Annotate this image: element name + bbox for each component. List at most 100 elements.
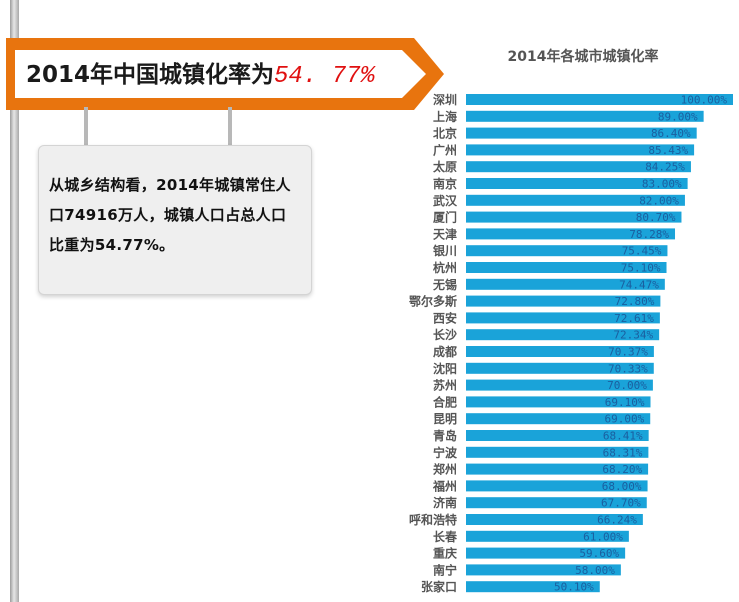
category-label: 南京 <box>433 176 457 191</box>
value-label: 61.00% <box>583 530 623 543</box>
value-label: 75.10% <box>621 262 661 275</box>
value-label: 68.20% <box>602 463 642 476</box>
bar-南宁 <box>466 564 621 576</box>
category-label: 深圳 <box>433 92 457 107</box>
signpost-pole <box>10 0 19 602</box>
bar-宁波 <box>466 446 649 458</box>
value-label: 68.41% <box>603 430 643 443</box>
category-label: 太原 <box>433 159 457 174</box>
bar-沈阳 <box>466 362 654 374</box>
category-label: 沈阳 <box>433 361 457 376</box>
bar-无锡 <box>466 278 665 290</box>
value-label: 50.10% <box>554 581 594 594</box>
description-card: 从城乡结构看，2014年城镇常住人口74916万人，城镇人口占总人口比重为54.… <box>38 145 312 295</box>
headline-label: 2014年中国城镇化率为 <box>26 62 275 88</box>
bar-深圳 <box>466 94 733 105</box>
value-label: 85.43% <box>648 144 688 157</box>
headline-text: 2014年中国城镇化率为54. 77% <box>26 55 375 95</box>
category-label: 上海 <box>433 109 457 124</box>
category-label: 福州 <box>432 478 457 493</box>
headline-value: 54. 77% <box>274 63 375 90</box>
bar-郑州 <box>466 463 649 475</box>
value-label: 84.25% <box>645 161 685 174</box>
bar-重庆 <box>466 547 626 559</box>
bar-杭州 <box>466 262 667 273</box>
category-label: 长春 <box>433 529 458 544</box>
category-label: 合肥 <box>433 394 457 409</box>
category-label: 济南 <box>433 495 457 510</box>
value-label: 72.80% <box>615 295 655 308</box>
category-label: 重庆 <box>433 546 457 561</box>
category-label: 西安 <box>433 310 457 325</box>
bar-天津 <box>466 228 676 240</box>
category-label: 厦门 <box>433 210 457 225</box>
description-text: 从城乡结构看，2014年城镇常住人口74916万人，城镇人口占总人口比重为54.… <box>49 176 291 254</box>
bar-苏州 <box>466 379 653 391</box>
value-label: 83.00% <box>642 178 682 191</box>
category-label: 郑州 <box>433 462 457 477</box>
category-label: 银川 <box>433 243 457 258</box>
bar-鄂尔多斯 <box>466 295 661 307</box>
value-label: 67.70% <box>601 497 641 510</box>
card-rod-left <box>84 107 88 147</box>
bar-西安 <box>466 312 660 324</box>
bar-张家口 <box>466 581 600 593</box>
bar-成都 <box>466 346 654 357</box>
chart-title: 2014年各城市城镇化率 <box>507 49 659 65</box>
value-label: 68.00% <box>602 480 642 493</box>
value-label: 72.61% <box>614 312 654 325</box>
headline-banner: 2014年中国城镇化率为54. 77% <box>6 38 444 110</box>
bar-厦门 <box>466 211 682 223</box>
bar-南京 <box>466 178 688 189</box>
value-label: 89.00% <box>658 110 698 123</box>
value-label: 78.28% <box>629 228 669 241</box>
value-label: 68.31% <box>603 446 643 459</box>
category-label: 南宁 <box>433 562 457 577</box>
value-label: 74.47% <box>619 278 659 291</box>
bar-福州 <box>466 480 648 492</box>
value-label: 58.00% <box>575 564 615 577</box>
value-label: 72.34% <box>613 329 653 342</box>
value-label: 59.60% <box>579 547 619 560</box>
bar-昆明 <box>466 413 651 425</box>
category-label: 昆明 <box>433 412 457 426</box>
bar-济南 <box>466 497 647 509</box>
bar-北京 <box>466 127 697 139</box>
value-label: 100.00% <box>681 94 728 107</box>
category-label: 天津 <box>433 226 457 241</box>
card-rod-right <box>228 107 232 147</box>
category-label: 成都 <box>433 344 457 359</box>
bar-上海 <box>466 110 704 122</box>
category-label: 宁波 <box>433 445 458 460</box>
bar-长沙 <box>466 329 660 341</box>
bar-银川 <box>466 245 668 257</box>
value-label: 69.00% <box>604 413 644 426</box>
category-label: 呼和浩特 <box>409 512 457 527</box>
value-label: 86.40% <box>651 127 691 140</box>
value-label: 75.45% <box>622 245 662 258</box>
category-label: 武汉 <box>433 193 458 208</box>
bar-青岛 <box>466 430 649 441</box>
value-label: 80.70% <box>636 211 676 224</box>
bar-合肥 <box>466 396 651 408</box>
category-label: 北京 <box>433 126 457 141</box>
category-label: 鄂尔多斯 <box>409 294 457 309</box>
value-label: 70.33% <box>608 362 648 375</box>
bar-长春 <box>466 530 629 542</box>
value-label: 69.10% <box>605 396 645 409</box>
value-label: 70.37% <box>608 346 648 359</box>
category-label: 苏州 <box>433 378 457 393</box>
category-label: 无锡 <box>432 277 457 292</box>
bar-广州 <box>466 144 695 156</box>
category-label: 广州 <box>433 142 457 157</box>
value-label: 66.24% <box>597 514 637 527</box>
value-label: 82.00% <box>639 194 679 207</box>
category-label: 青岛 <box>433 428 457 443</box>
bar-太原 <box>466 161 691 173</box>
value-label: 70.00% <box>607 379 647 392</box>
category-label: 长沙 <box>433 327 457 342</box>
bar-武汉 <box>466 194 685 206</box>
category-label: 张家口 <box>421 579 457 594</box>
bar-呼和浩特 <box>466 514 643 525</box>
